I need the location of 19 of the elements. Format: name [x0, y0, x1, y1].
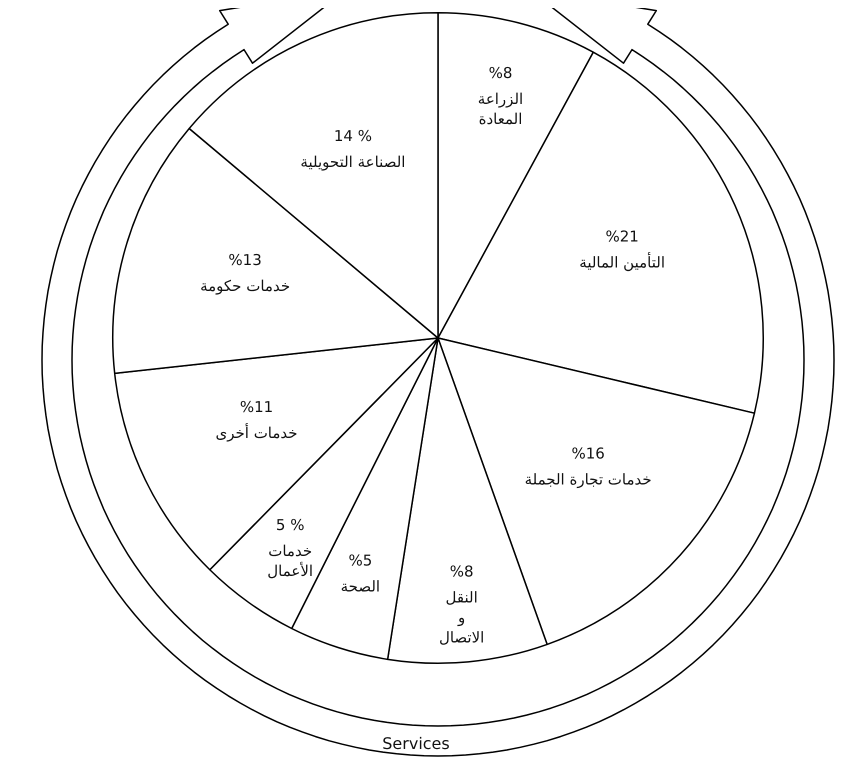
- slice-label: خدمات الأعمال: [267, 542, 314, 580]
- data-label: %5: [348, 551, 372, 570]
- slice-label: الزراعة المعادة: [478, 90, 524, 128]
- data-label: %13: [228, 251, 262, 270]
- data-label: %21: [605, 228, 639, 246]
- text: Services: [381, 734, 451, 753]
- data-label: %8: [450, 562, 474, 580]
- data-label: %8: [488, 64, 512, 82]
- slice-label: الصحة: [340, 577, 380, 596]
- slice-label: الصناعة التحويلية: [300, 153, 406, 172]
- data-label: 14 %: [334, 127, 372, 146]
- data-label: 5 %: [276, 516, 304, 534]
- slice-label: النقل و الاتصال: [438, 588, 484, 646]
- slice-label: التأمين المالية: [579, 252, 665, 272]
- slice-label: خدمات تجارة الجملة: [524, 470, 652, 489]
- data-label: %16: [571, 444, 605, 463]
- data-label: %11: [240, 398, 274, 416]
- slice-label: خدمات حكومة: [200, 277, 290, 296]
- slice-label: خدمات أخرى: [215, 422, 298, 442]
